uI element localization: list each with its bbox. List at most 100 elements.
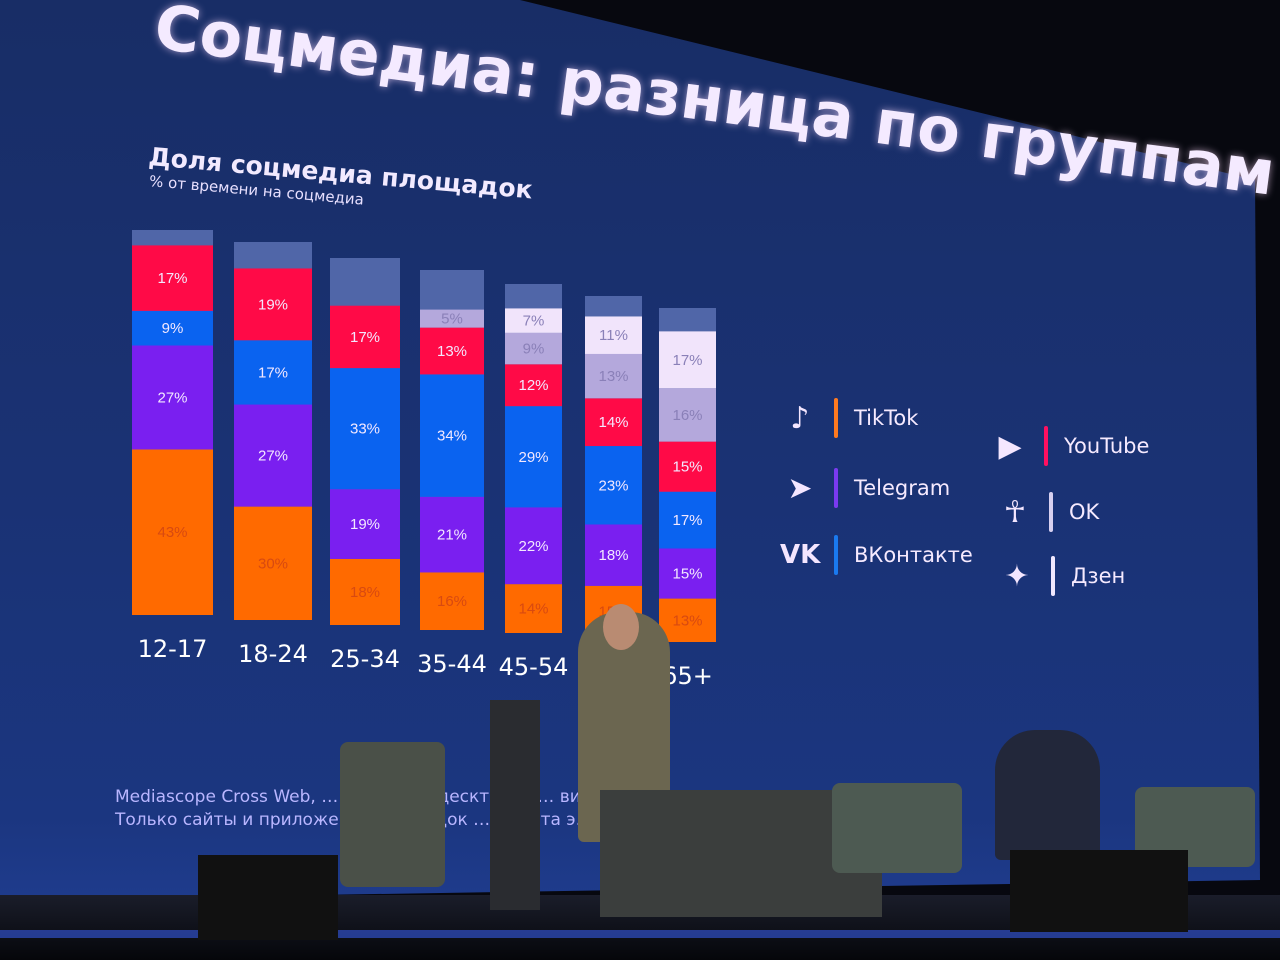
data-label: 29%	[518, 449, 548, 466]
category-label: 45-54	[499, 653, 569, 681]
bar-segment	[585, 316, 642, 354]
data-label: 21%	[437, 527, 467, 544]
bar-segment	[505, 584, 562, 633]
bar-segment	[659, 331, 716, 389]
bar-segment	[132, 449, 213, 615]
legend-vk: VK ВКонтакте	[780, 535, 973, 575]
data-label: 17%	[157, 270, 187, 287]
bar-segment	[420, 309, 484, 328]
stage-monitor	[198, 855, 338, 940]
youtube-icon: ▶	[998, 428, 1022, 464]
bar-segment	[132, 345, 213, 450]
bar-segment	[234, 404, 312, 507]
bar-segment	[420, 327, 484, 375]
podium	[490, 700, 540, 910]
bar-segment	[585, 446, 642, 525]
data-label: 30%	[258, 555, 288, 572]
data-label: 14%	[598, 414, 628, 431]
legend-label: ВКонтакте	[854, 543, 973, 567]
data-label: 16%	[672, 407, 702, 424]
bar-segment	[659, 598, 716, 642]
legend-swatch	[834, 468, 838, 508]
data-label: 19%	[350, 516, 380, 533]
telegram-icon: ➤	[787, 470, 813, 506]
bar-segment	[659, 491, 716, 549]
bar-segment	[659, 441, 716, 492]
data-label: 7%	[523, 313, 545, 330]
data-label: 17%	[672, 352, 702, 369]
legend-swatch	[1051, 556, 1055, 596]
vk-icon: VK	[780, 540, 821, 570]
legend-label: Дзен	[1071, 564, 1126, 588]
bar-segment	[585, 353, 642, 399]
bar-segment	[330, 368, 400, 490]
category-label: 35-44	[417, 650, 487, 678]
data-label: 27%	[157, 389, 187, 406]
stage-monitor	[1010, 850, 1188, 932]
legend-label: Telegram	[854, 476, 951, 500]
bar-segment	[234, 268, 312, 341]
bar-segment	[505, 406, 562, 508]
data-label: 18%	[598, 547, 628, 564]
bar-segment	[132, 310, 213, 346]
data-label: 43%	[157, 524, 187, 541]
category-label: 12-17	[138, 635, 208, 663]
data-label: 33%	[350, 421, 380, 438]
tiktok-icon: ♪	[790, 400, 810, 436]
data-label: 5%	[441, 311, 463, 328]
data-label: 14%	[518, 601, 548, 618]
legend-label: YouTube	[1064, 434, 1150, 458]
data-label: 18%	[350, 584, 380, 601]
data-label: 23%	[598, 477, 628, 494]
bar-segment	[330, 558, 400, 625]
bar-segment	[585, 524, 642, 586]
panelist	[995, 730, 1100, 860]
legend-label: OK	[1069, 500, 1100, 524]
data-label: 19%	[258, 296, 288, 313]
data-label: 16%	[437, 593, 467, 610]
legend-ok: ☥ OK	[995, 492, 1099, 532]
speaker-head	[603, 604, 639, 650]
stage-light-strip	[0, 930, 1280, 938]
bar-segment	[505, 364, 562, 407]
data-label: 9%	[523, 341, 545, 358]
legend-telegram: ➤ Telegram	[780, 468, 950, 508]
legend-swatch	[834, 535, 838, 575]
category-label: 18-24	[238, 640, 308, 668]
chair	[340, 742, 445, 887]
data-label: 22%	[518, 538, 548, 555]
data-label: 15%	[672, 459, 702, 476]
legend-swatch	[1044, 426, 1048, 466]
bar-segment	[330, 489, 400, 559]
bar-segment	[505, 507, 562, 585]
data-label: 34%	[437, 428, 467, 445]
data-label: 13%	[437, 343, 467, 360]
data-label: 13%	[598, 368, 628, 385]
bar-segment	[132, 245, 213, 311]
bar-segment	[505, 332, 562, 365]
legend-swatch	[1049, 492, 1053, 532]
legend-youtube: ▶ YouTube	[990, 426, 1149, 466]
category-label: 65+	[662, 662, 713, 690]
bar-segment	[420, 572, 484, 630]
bar-segment	[330, 305, 400, 369]
data-label: 17%	[350, 329, 380, 346]
bar-segment	[659, 548, 716, 599]
bar-segment	[234, 506, 312, 620]
data-label: 11%	[599, 327, 628, 344]
legend-label: TikTok	[854, 406, 919, 430]
ok-icon: ☥	[1003, 494, 1027, 530]
bar-segment	[585, 398, 642, 447]
bar-segment	[420, 496, 484, 573]
data-label: 17%	[672, 512, 702, 529]
legend-swatch	[834, 398, 838, 438]
bar-segment	[234, 340, 312, 405]
data-label: 17%	[258, 364, 288, 381]
data-label: 9%	[162, 320, 184, 337]
bar-segment	[420, 374, 484, 497]
legend-tiktok: ♪ TikTok	[780, 398, 918, 438]
category-label: 25-34	[330, 645, 400, 673]
data-label: 27%	[258, 448, 288, 465]
armchair	[832, 783, 962, 873]
